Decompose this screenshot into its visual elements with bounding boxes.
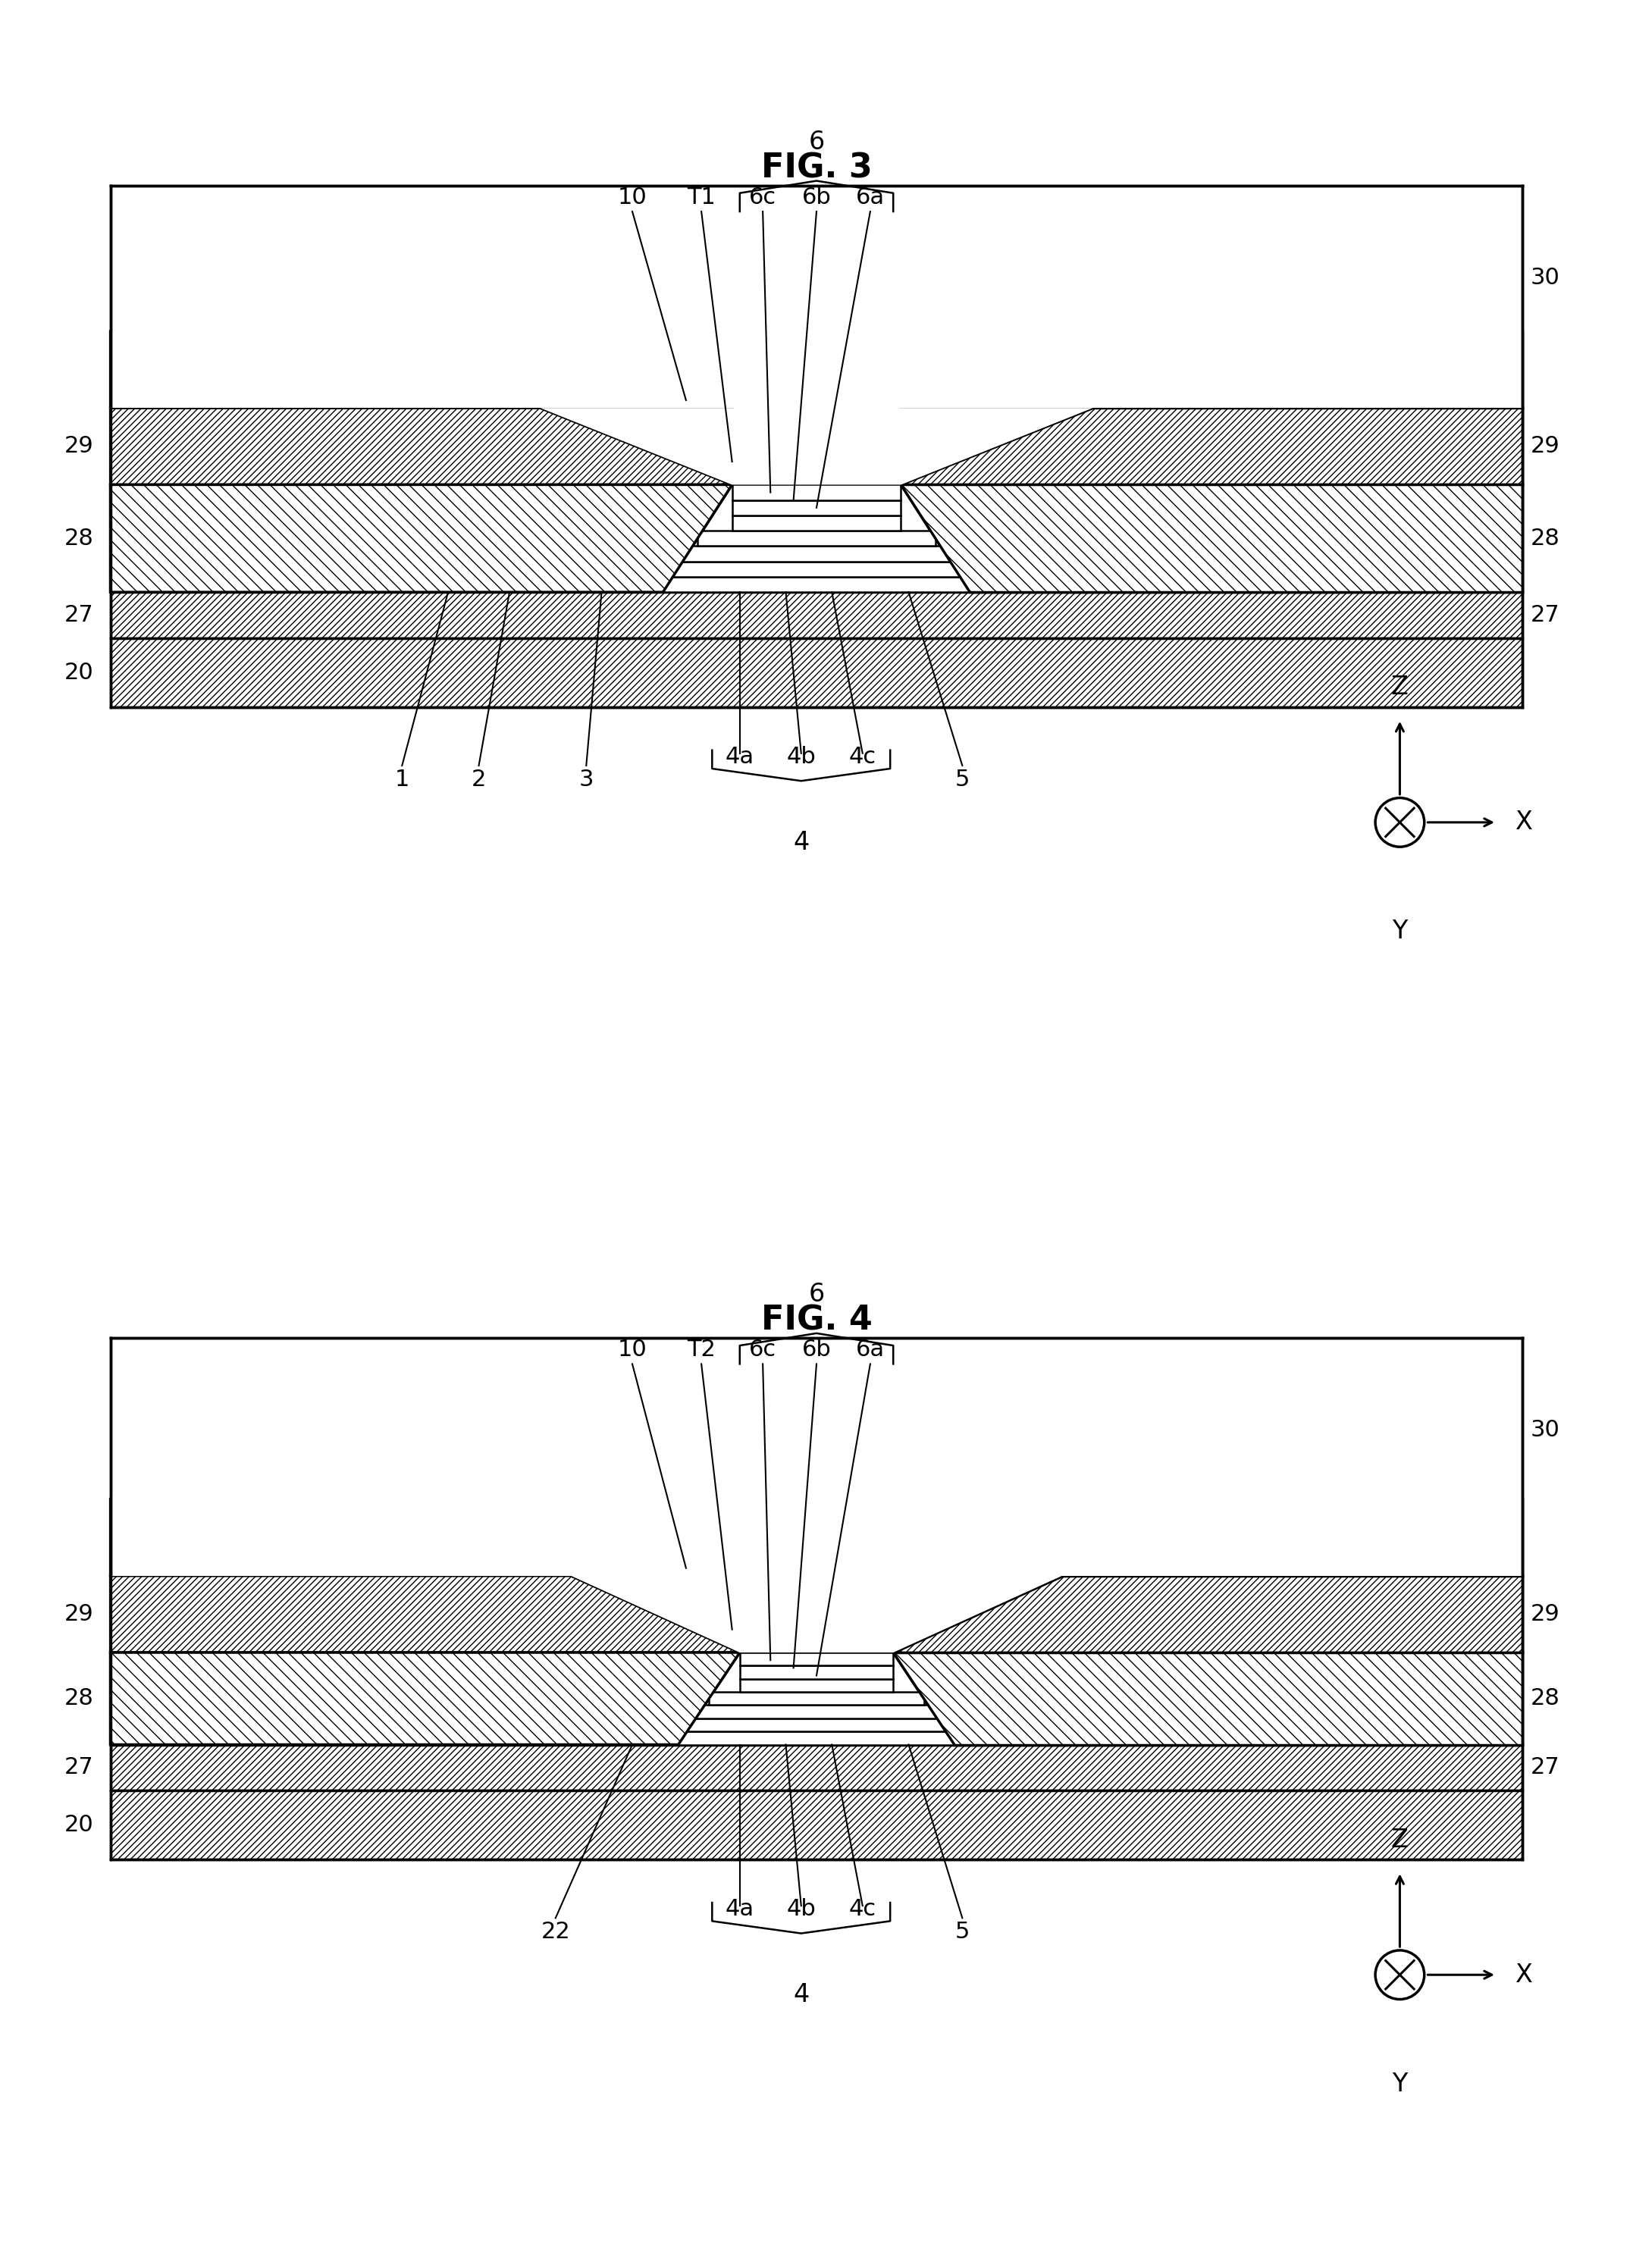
Text: 6b: 6b bbox=[802, 186, 831, 209]
Text: 27: 27 bbox=[64, 1758, 93, 1778]
Polygon shape bbox=[111, 485, 732, 592]
Polygon shape bbox=[111, 408, 732, 485]
Polygon shape bbox=[678, 1730, 955, 1744]
Polygon shape bbox=[893, 1653, 1522, 1744]
Text: 6c: 6c bbox=[750, 1338, 776, 1361]
Text: 6c: 6c bbox=[750, 186, 776, 209]
Text: X: X bbox=[1515, 810, 1533, 835]
Polygon shape bbox=[893, 1576, 1522, 1653]
Text: 27: 27 bbox=[64, 603, 93, 626]
Text: 3: 3 bbox=[578, 769, 594, 792]
Polygon shape bbox=[901, 485, 1522, 592]
Text: 6a: 6a bbox=[856, 186, 885, 209]
Text: 28: 28 bbox=[1530, 528, 1560, 549]
Polygon shape bbox=[740, 1678, 893, 1692]
Text: FIG. 4: FIG. 4 bbox=[761, 1304, 872, 1336]
Text: 4c: 4c bbox=[849, 1898, 877, 1921]
Text: 2: 2 bbox=[472, 769, 487, 792]
Text: FIG. 3: FIG. 3 bbox=[761, 152, 872, 184]
Text: 10: 10 bbox=[617, 186, 647, 209]
Polygon shape bbox=[111, 592, 1522, 637]
Text: 6: 6 bbox=[808, 1281, 825, 1306]
Text: T1: T1 bbox=[687, 186, 715, 209]
Text: 4b: 4b bbox=[787, 1898, 816, 1921]
Text: T2: T2 bbox=[687, 1338, 715, 1361]
Polygon shape bbox=[893, 1576, 1522, 1653]
Text: 22: 22 bbox=[541, 1921, 570, 1944]
Polygon shape bbox=[111, 1744, 1522, 1792]
Polygon shape bbox=[111, 186, 1522, 408]
Polygon shape bbox=[663, 547, 970, 562]
Polygon shape bbox=[663, 562, 970, 576]
Text: X: X bbox=[1515, 1962, 1533, 1987]
Text: 20: 20 bbox=[64, 662, 93, 683]
Text: 1: 1 bbox=[395, 769, 410, 792]
Text: 27: 27 bbox=[1530, 1758, 1560, 1778]
Text: Z: Z bbox=[1391, 676, 1409, 701]
Text: 4b: 4b bbox=[787, 746, 816, 767]
Polygon shape bbox=[709, 1692, 924, 1706]
Polygon shape bbox=[111, 1792, 1522, 1860]
Polygon shape bbox=[572, 1576, 1061, 1653]
Polygon shape bbox=[663, 576, 970, 592]
Text: 5: 5 bbox=[955, 769, 970, 792]
Polygon shape bbox=[697, 531, 936, 547]
Polygon shape bbox=[111, 331, 541, 408]
Text: 28: 28 bbox=[64, 1687, 93, 1710]
Text: 27: 27 bbox=[1530, 603, 1560, 626]
Polygon shape bbox=[541, 408, 1092, 485]
Polygon shape bbox=[111, 1653, 740, 1744]
Text: 29: 29 bbox=[1530, 435, 1560, 458]
Polygon shape bbox=[111, 637, 1522, 708]
Text: 28: 28 bbox=[64, 528, 93, 549]
Polygon shape bbox=[1061, 1499, 1522, 1576]
Text: 4a: 4a bbox=[725, 1898, 754, 1921]
Polygon shape bbox=[111, 1499, 572, 1576]
Polygon shape bbox=[901, 408, 1522, 485]
Text: 29: 29 bbox=[1530, 1603, 1560, 1626]
Text: 6b: 6b bbox=[802, 1338, 831, 1361]
Polygon shape bbox=[678, 1706, 955, 1719]
Text: 5: 5 bbox=[955, 1921, 970, 1944]
Text: Y: Y bbox=[1391, 2071, 1408, 2096]
Text: 28: 28 bbox=[1530, 1687, 1560, 1710]
Polygon shape bbox=[111, 1576, 740, 1653]
Polygon shape bbox=[111, 408, 732, 485]
Text: 29: 29 bbox=[64, 435, 93, 458]
Polygon shape bbox=[111, 186, 1522, 408]
Polygon shape bbox=[1092, 331, 1522, 408]
Polygon shape bbox=[893, 1653, 1522, 1744]
Text: 4c: 4c bbox=[849, 746, 877, 767]
Text: 4: 4 bbox=[794, 830, 810, 855]
Text: 4a: 4a bbox=[725, 746, 754, 767]
Polygon shape bbox=[111, 1338, 1522, 1576]
Text: 29: 29 bbox=[64, 1603, 93, 1626]
Text: 20: 20 bbox=[64, 1814, 93, 1837]
Polygon shape bbox=[732, 499, 901, 515]
Polygon shape bbox=[732, 515, 901, 531]
Polygon shape bbox=[678, 1719, 955, 1730]
Polygon shape bbox=[111, 485, 732, 592]
Polygon shape bbox=[732, 485, 901, 499]
Text: 4: 4 bbox=[794, 1982, 810, 2007]
Text: 6a: 6a bbox=[856, 1338, 885, 1361]
Polygon shape bbox=[740, 1653, 893, 1665]
Polygon shape bbox=[740, 1665, 893, 1678]
Text: 30: 30 bbox=[1530, 1420, 1560, 1440]
Polygon shape bbox=[901, 408, 1522, 485]
Text: Z: Z bbox=[1391, 1828, 1409, 1853]
Text: 30: 30 bbox=[1530, 268, 1560, 288]
Polygon shape bbox=[111, 1338, 1522, 1576]
Text: Y: Y bbox=[1391, 919, 1408, 943]
Polygon shape bbox=[111, 1653, 740, 1744]
Polygon shape bbox=[901, 485, 1522, 592]
Text: 6: 6 bbox=[808, 129, 825, 154]
Text: 10: 10 bbox=[617, 1338, 647, 1361]
Polygon shape bbox=[111, 1576, 740, 1653]
